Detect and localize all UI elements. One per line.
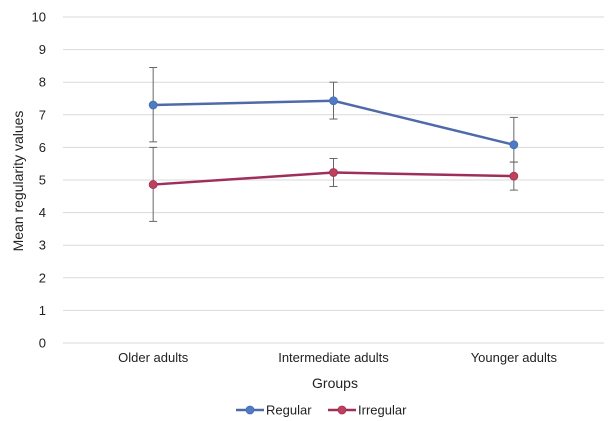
y-tick-label: 9 — [39, 42, 46, 57]
x-tick-label: Younger adults — [471, 350, 558, 365]
data-point-regular — [509, 140, 519, 150]
y-tick-label: 5 — [39, 173, 46, 188]
legend-marker-regular — [245, 405, 255, 415]
series-markers — [148, 96, 519, 189]
data-point-irregular — [148, 180, 158, 189]
legend: Regular Irregular — [236, 403, 407, 418]
x-tick-label: Intermediate adults — [278, 350, 389, 365]
x-tick-label: Older adults — [118, 350, 189, 365]
data-point-irregular — [509, 171, 519, 181]
error-bars — [149, 67, 518, 222]
y-tick-label: 7 — [39, 107, 46, 122]
y-tick-label: 8 — [39, 75, 46, 90]
legend-label-regular: Regular — [266, 403, 312, 418]
data-point-irregular — [329, 168, 338, 177]
y-tick-label: 0 — [39, 336, 46, 351]
data-point-regular — [148, 100, 158, 110]
legend-marker-irregular — [337, 405, 347, 415]
y-tick-label: 10 — [32, 10, 46, 25]
y-tick-label: 4 — [39, 205, 46, 220]
y-tick-label: 3 — [39, 238, 46, 253]
y-tick-label: 6 — [39, 140, 46, 155]
y-tick-label: 1 — [39, 303, 46, 318]
x-tick-labels: Older adults Intermediate adults Younger a… — [118, 350, 557, 365]
y-axis-title: Mean regularity values — [10, 111, 26, 252]
x-axis-title: Groups — [312, 375, 358, 391]
data-point-regular — [329, 96, 338, 106]
y-tick-label: 2 — [39, 270, 46, 285]
legend-label-irregular: Irregular — [358, 403, 407, 418]
y-tick-labels: 0 1 2 3 4 5 6 7 8 9 10 — [32, 10, 46, 351]
